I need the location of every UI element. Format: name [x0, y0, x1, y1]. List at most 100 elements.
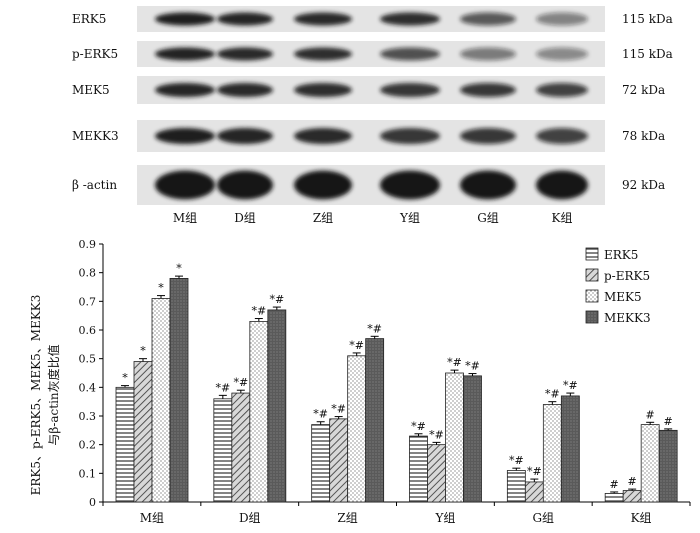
y-tick-label: 0.6	[79, 324, 97, 337]
bar	[463, 375, 482, 503]
blot-lane-label: D组	[234, 211, 256, 225]
significance-mark: *#	[429, 428, 444, 441]
significance-mark: *#	[269, 293, 284, 306]
blot-band	[460, 47, 516, 61]
y-tick-label: 0.7	[79, 295, 97, 308]
blot-lane-label: G组	[477, 211, 499, 225]
blot-kda-label: 78 kDa	[622, 129, 665, 143]
legend-label: MEK5	[604, 290, 642, 304]
blot-band	[460, 128, 516, 144]
x-tick-label: G组	[532, 511, 554, 525]
significance-mark: *#	[465, 360, 480, 373]
bar	[151, 298, 171, 503]
blot-lane-label: M组	[173, 211, 197, 225]
blot-band	[294, 170, 352, 200]
bar	[133, 361, 153, 503]
y-axis-title-line1: ERK5、p-ERK5、MEK5、MEKK3	[29, 295, 43, 496]
blot-row-label: p-ERK5	[72, 47, 118, 61]
significance-mark: #	[664, 415, 673, 428]
bars-group: **#*#*#*##**#*#*#*##**#*#*#*##**#*#*#*##	[115, 262, 678, 503]
significance-mark: *#	[447, 356, 462, 369]
bar	[640, 424, 660, 503]
significance-mark: *#	[233, 376, 248, 389]
blot-band	[460, 170, 516, 200]
blot-band	[536, 170, 588, 200]
blot-band	[380, 170, 440, 200]
x-tick-label: Z组	[337, 511, 357, 525]
bar-chart: ERK5、p-ERK5、MEK5、MEKK3 与β-actin灰度比值 0 0.1…	[29, 238, 691, 525]
legend-label: p-ERK5	[604, 269, 650, 283]
blot-band	[380, 12, 440, 26]
blot-band	[217, 83, 273, 97]
axes: 0 0.1 0.2 0.3 0.4 0.5 0.6 0.7 0.8 0.9 M组 D组 Z组 Y组 G组 K组	[79, 238, 691, 525]
significance-mark: #	[628, 475, 637, 488]
blot-band	[536, 47, 588, 61]
significance-mark: *	[176, 262, 182, 275]
blot-band	[460, 83, 516, 97]
bar	[231, 392, 251, 503]
bar	[506, 470, 526, 503]
bar	[115, 386, 135, 503]
blot-band	[217, 128, 273, 144]
bar	[524, 481, 544, 503]
significance-mark: *#	[349, 339, 364, 352]
blot-band	[294, 12, 352, 26]
bar	[658, 429, 678, 503]
blot-band	[536, 128, 588, 144]
blot-lane-label: Y组	[399, 211, 420, 225]
legend: ERK5 p-ERK5 MEK5 MEKK3	[585, 247, 651, 325]
significance-mark: *#	[331, 403, 346, 416]
y-tick-label: 0.3	[79, 410, 97, 423]
blot-lane-label: Z组	[313, 211, 333, 225]
blot-lane-label: K组	[552, 211, 573, 225]
y-tick-label: 0.9	[79, 238, 97, 251]
bar	[311, 424, 331, 503]
blot-band	[155, 12, 215, 26]
bar	[622, 490, 642, 503]
blot-band	[155, 128, 215, 144]
blot-band	[380, 128, 440, 144]
bar	[542, 404, 562, 503]
blot-row-label: β -actin	[72, 178, 117, 192]
legend-swatch	[585, 268, 599, 282]
significance-mark: *	[158, 282, 164, 295]
significance-mark: *#	[527, 465, 542, 478]
bar	[267, 309, 287, 503]
legend-swatch	[585, 289, 599, 303]
bar	[604, 492, 624, 503]
significance-mark: #	[610, 478, 619, 491]
blot-band	[155, 170, 215, 200]
blot-kda-label: 72 kDa	[622, 83, 665, 97]
blot-band	[460, 12, 516, 26]
y-axis-title-line2: 与β-actin灰度比值	[46, 344, 61, 445]
blot-band	[380, 83, 440, 97]
y-tick-label: 0.1	[79, 467, 97, 480]
y-tick-label: 0.2	[79, 439, 97, 452]
y-tick-label: 0.8	[79, 267, 97, 280]
bar	[347, 355, 367, 503]
blot-band	[536, 12, 588, 26]
blot-band	[294, 47, 352, 61]
blot-kda-label: 115 kDa	[622, 12, 673, 26]
significance-mark: *	[140, 345, 146, 358]
x-tick-label: Y组	[434, 511, 455, 525]
bar	[560, 395, 580, 503]
blot-band	[155, 47, 215, 61]
blot-band	[155, 83, 215, 97]
blot-row-label: MEK5	[72, 83, 110, 97]
significance-mark: #	[646, 408, 655, 421]
blot-band	[294, 128, 352, 144]
blot-kda-label: 92 kDa	[622, 178, 665, 192]
blot-band	[217, 12, 273, 26]
significance-mark: *#	[313, 408, 328, 421]
bar	[427, 444, 446, 503]
legend-swatch	[585, 310, 599, 324]
significance-mark: *	[122, 372, 128, 385]
y-tick-label: 0.4	[79, 381, 97, 394]
significance-mark: *#	[563, 379, 578, 392]
bar	[365, 338, 385, 503]
x-tick-label: D组	[239, 511, 261, 525]
significance-mark: *#	[215, 381, 230, 394]
western-blot-panel: ERK5 115 kDa p-ERK5 115 kDa MEK5 72 kDa MEKK3 7…	[72, 6, 673, 225]
